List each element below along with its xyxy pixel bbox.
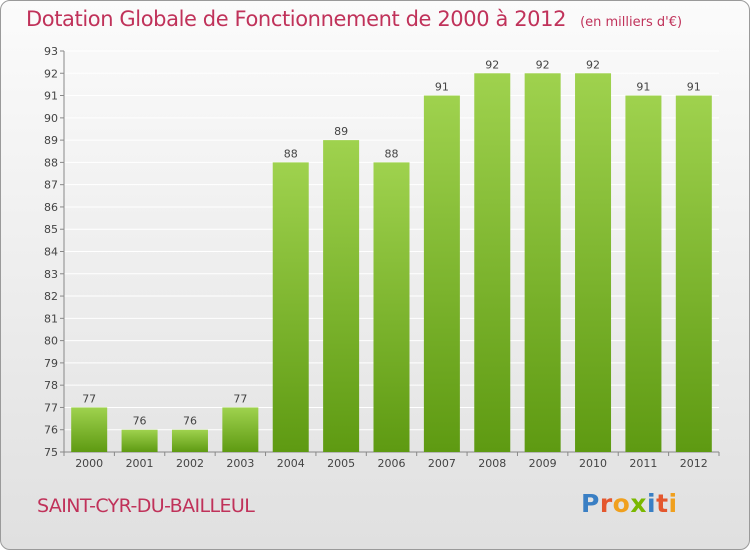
x-tick-label: 2003	[226, 457, 254, 470]
title-text: Dotation Globale de Fonctionnement de 20…	[26, 7, 567, 31]
bar	[423, 95, 460, 453]
logo-letter: t	[656, 489, 669, 518]
y-tick-label: 76	[44, 424, 58, 437]
data-label: 92	[536, 58, 550, 71]
y-tick-label: 83	[44, 268, 58, 281]
y-tick-label: 85	[44, 223, 58, 236]
x-tick-label: 2011	[629, 457, 657, 470]
logo-letter: i	[647, 489, 657, 518]
y-tick-label: 88	[44, 156, 58, 169]
bar	[121, 429, 158, 452]
y-tick-label: 93	[44, 45, 58, 58]
bar	[373, 162, 410, 452]
y-tick-label: 78	[44, 379, 58, 392]
commune-name: SAINT-CYR-DU-BAILLEUL	[37, 495, 255, 517]
x-tick-label: 2001	[126, 457, 154, 470]
bar	[625, 95, 662, 453]
data-label: 76	[133, 415, 147, 428]
x-tick-label: 2000	[75, 457, 103, 470]
x-tick-label: 2010	[579, 457, 607, 470]
x-tick-label: 2008	[478, 457, 506, 470]
y-tick-label: 92	[44, 67, 58, 80]
y-tick-label: 80	[44, 335, 58, 348]
data-label: 77	[82, 392, 96, 405]
y-tick-label: 84	[44, 246, 58, 259]
bar	[222, 407, 259, 452]
logo-letter: o	[612, 489, 631, 518]
y-tick-label: 91	[44, 90, 58, 103]
data-label: 91	[636, 81, 650, 94]
y-tick-label: 87	[44, 179, 58, 192]
x-tick-label: 2005	[327, 457, 355, 470]
chart-title: Dotation Globale de Fonctionnement de 20…	[26, 7, 682, 31]
bars	[71, 73, 712, 453]
data-label: 89	[334, 125, 348, 138]
y-tick-label: 79	[44, 357, 58, 370]
labels: 75 76 77 78 79 80 81 82 83 84 85 86 87 88 89 90 91 92 93 77…	[44, 45, 708, 470]
bar	[323, 140, 360, 452]
x-tick-label: 2009	[529, 457, 557, 470]
logo-letter: x	[630, 489, 647, 518]
logo-letter: r	[599, 489, 613, 518]
bar	[171, 429, 208, 452]
y-tick-label: 75	[44, 446, 58, 459]
logo-letter: P	[581, 489, 600, 518]
bar	[474, 73, 511, 453]
bar	[272, 162, 309, 452]
y-tick-label: 82	[44, 290, 58, 303]
x-tick-label: 2006	[378, 457, 406, 470]
x-tick-label: 2004	[277, 457, 305, 470]
y-tick-label: 77	[44, 401, 58, 414]
y-tick-label: 90	[44, 112, 58, 125]
data-label: 88	[385, 147, 399, 160]
data-label: 92	[485, 58, 499, 71]
y-tick-label: 81	[44, 312, 58, 325]
bar	[575, 73, 612, 453]
y-tick-label: 89	[44, 134, 58, 147]
bar	[524, 73, 561, 453]
data-label: 77	[233, 392, 247, 405]
data-label: 92	[586, 58, 600, 71]
x-tick-label: 2012	[680, 457, 708, 470]
logo-letter: i	[668, 489, 678, 518]
x-tick-label: 2007	[428, 457, 456, 470]
x-tick-label: 2002	[176, 457, 204, 470]
unit-label: (en milliers d'€)	[580, 15, 683, 30]
y-tick-label: 86	[44, 201, 58, 214]
data-label: 91	[687, 81, 701, 94]
data-label: 88	[284, 147, 298, 160]
data-label: 76	[183, 415, 197, 428]
bar	[71, 407, 108, 452]
data-label: 91	[435, 81, 449, 94]
proxiti-logo: Proxiti	[581, 489, 678, 518]
bar	[675, 95, 712, 453]
